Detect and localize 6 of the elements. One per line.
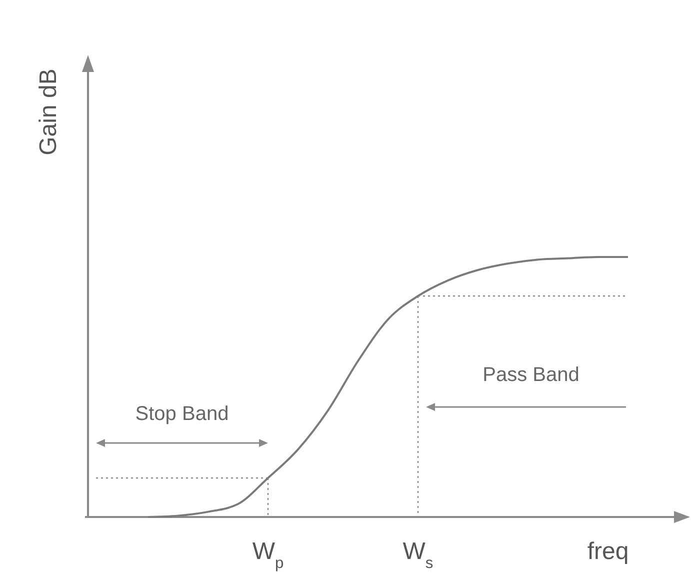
annotation: Pass Band (482, 364, 580, 386)
annotation: Stop Band (135, 403, 229, 425)
y-axis-title: Gain dB (35, 68, 62, 156)
x-axis-title: freq (587, 538, 629, 565)
x-tick-label: W$_{p}$ (252, 538, 284, 572)
x-tick-label: W$_{s}$ (402, 538, 434, 572)
